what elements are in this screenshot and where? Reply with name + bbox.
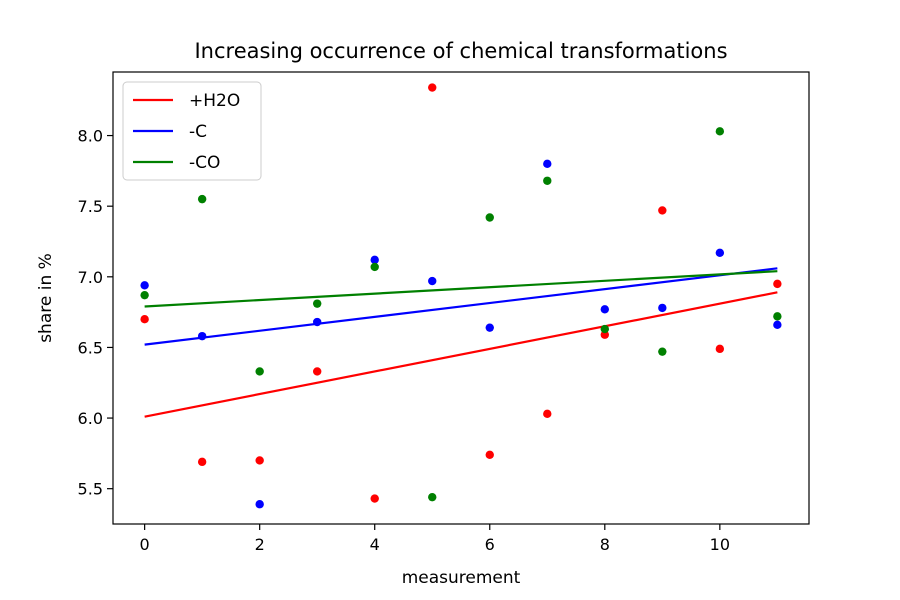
data-point-h2o [140,314,149,324]
data-point-co [773,312,782,321]
data-point-h2o [370,494,379,503]
y-tick-label: 7.5 [78,197,103,216]
data-point-h2o [715,344,725,354]
chart-title: Increasing occurrence of chemical transf… [194,39,727,63]
data-point-co [197,194,207,204]
data-point-h2o [543,409,552,419]
x-tick-label: 8 [600,535,610,554]
data-point-co [140,290,149,300]
data-point-h2o [485,450,494,459]
data-point-co [658,347,667,356]
data-point-c [255,500,264,509]
data-point-co [715,127,725,136]
x-axis-label: measurement [402,568,521,588]
x-tick-label: 10 [710,535,730,554]
data-point-co [370,262,379,272]
legend-label: -C [189,122,207,142]
data-point-c [428,276,437,286]
data-point-c [543,159,552,169]
data-point-co [255,367,264,376]
data-point-c [140,281,149,290]
data-point-c [600,305,610,314]
data-point-co [600,324,610,334]
data-point-h2o [312,367,322,376]
data-point-co [312,299,322,308]
data-point-c [370,255,379,265]
data-point-co [543,176,552,185]
data-point-co [428,492,437,502]
legend: +H2O -C -CO [122,81,262,181]
x-tick-label: 2 [255,535,265,554]
x-tick-label: 0 [140,535,150,554]
data-point-c [658,303,667,313]
data-point-h2o [773,279,782,289]
data-point-h2o [658,206,667,215]
plot-area: 0 2 4 6 8 10 5.5 6.0 6.5 7.0 7.5 8.0 [78,71,810,554]
x-tick-label: 6 [485,535,495,554]
y-axis-label: share in % [36,253,56,343]
trend-line-co [144,270,778,308]
data-point-h2o [197,457,207,467]
y-tick-label: 8.0 [78,127,103,146]
data-point-c [715,248,725,257]
legend-label: -CO [189,153,220,173]
y-tick-label: 5.5 [78,480,103,499]
y-tick-label: 6.0 [78,409,103,428]
data-point-co [485,213,494,222]
data-point-h2o [428,83,437,92]
y-tick-label: 6.5 [78,338,103,357]
axes-frame [112,71,810,525]
data-point-c [773,320,782,330]
trend-line-h2o [144,291,778,418]
legend-label: +H2O [189,91,240,111]
legend-box [122,81,262,181]
trend-line-c [144,267,778,346]
y-tick-label: 7.0 [78,268,103,287]
x-tick-label: 4 [370,535,380,554]
data-point-h2o [255,456,264,465]
data-point-c [485,323,494,332]
